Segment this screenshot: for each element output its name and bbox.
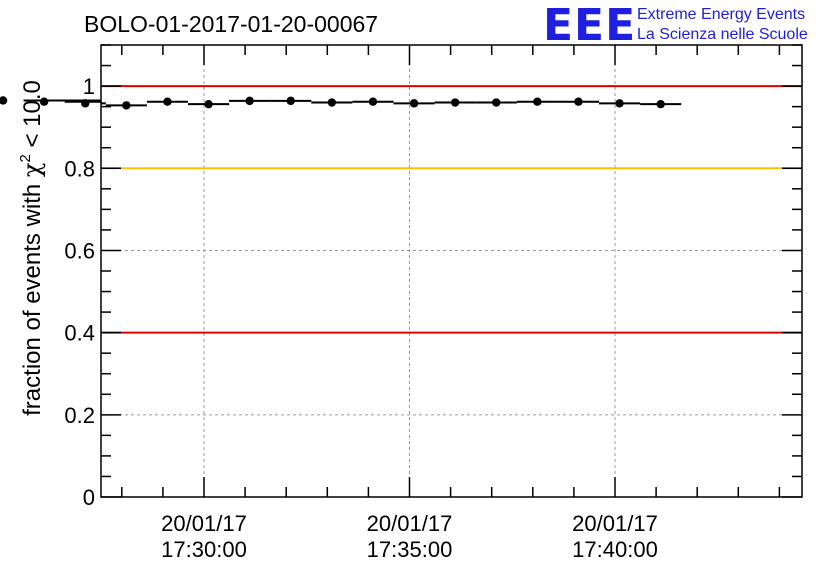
logo-line-1: Extreme Energy Events xyxy=(637,6,805,23)
reference-lines xyxy=(101,85,802,334)
data-point xyxy=(492,98,501,107)
eee-logo: EEE Extreme Energy Events La Scienza nel… xyxy=(543,0,808,51)
x-tick-date: 20/01/17 xyxy=(367,511,453,536)
data-point xyxy=(81,99,90,108)
data-point xyxy=(615,99,624,108)
y-tick-label: 0.2 xyxy=(64,403,95,428)
data-point xyxy=(163,97,172,106)
x-tick-time: 17:35:00 xyxy=(367,537,453,562)
x-tick-time: 17:30:00 xyxy=(161,537,247,562)
data-point xyxy=(450,98,460,107)
chart-title: BOLO-01-2017-01-20-00067 xyxy=(84,11,378,37)
data-point xyxy=(574,97,583,106)
x-tick-time: 17:40:00 xyxy=(572,537,658,562)
axes: 00.20.40.60.8120/01/1717:30:0020/01/1717… xyxy=(64,44,803,562)
data-point xyxy=(0,96,8,105)
y-tick-label: 1 xyxy=(83,74,95,99)
eee-logo-text: EEE xyxy=(543,0,636,51)
y-tick-label: 0.8 xyxy=(64,156,95,181)
y-tick-label: 0 xyxy=(83,485,95,510)
data-point xyxy=(245,96,254,106)
data-point xyxy=(409,99,419,108)
y-tick-label: 0.6 xyxy=(64,238,95,263)
data-point xyxy=(656,99,665,109)
y-axis-label: fraction of events with χ2 < 10.0 xyxy=(17,80,46,416)
data-point xyxy=(533,97,542,106)
data-point xyxy=(122,101,131,110)
logo-line-2: La Scienza nelle Scuole xyxy=(637,26,808,43)
data-point xyxy=(327,98,337,107)
x-tick-date: 20/01/17 xyxy=(572,511,658,536)
y-tick-label: 0.4 xyxy=(64,321,95,346)
data-point xyxy=(368,97,378,106)
data-series xyxy=(0,96,682,110)
x-tick-date: 20/01/17 xyxy=(161,511,247,536)
plot-frame xyxy=(100,44,803,498)
grid xyxy=(101,45,802,497)
data-point xyxy=(286,96,295,106)
data-point xyxy=(39,97,49,106)
data-point xyxy=(204,99,213,109)
